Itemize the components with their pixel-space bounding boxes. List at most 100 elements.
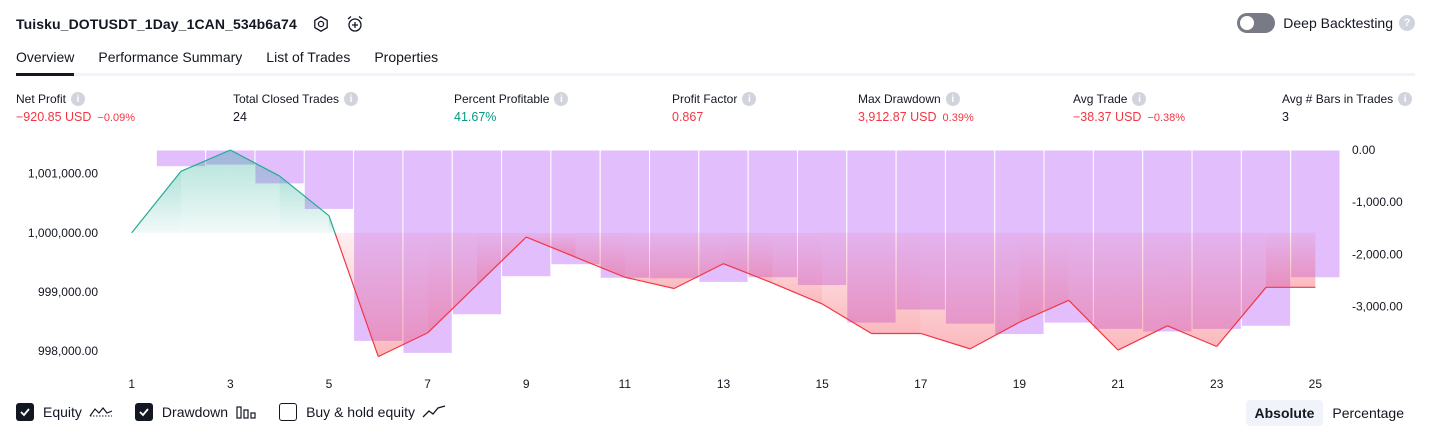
equity-area-up (279, 176, 329, 233)
x-axis-tick: 7 (424, 377, 431, 391)
metric-label: Avg Trade (1073, 92, 1128, 106)
gear-icon[interactable] (311, 14, 331, 34)
deep-backtesting-toggle[interactable] (1237, 13, 1276, 33)
right-axis: 0.00 -1,000.00 -2,000.00 -3,000.00 (1352, 143, 1403, 313)
equity-area-down (427, 232, 477, 333)
tab-overview[interactable]: Overview (16, 46, 75, 76)
legend-drawdown[interactable]: Drawdown (134, 403, 257, 421)
metric-label: Total Closed Trades (233, 92, 340, 106)
x-axis-tick: 23 (1210, 377, 1224, 391)
metric-label: Max Drawdown (858, 92, 941, 106)
equity-area-down (920, 232, 971, 349)
x-axis: 1 3 5 7 9 11 13 15 17 19 21 23 25 (128, 377, 1322, 391)
legend-label: Buy & hold equity (306, 404, 416, 420)
tab-list-of-trades[interactable]: List of Trades (266, 49, 351, 65)
info-icon[interactable]: i (71, 92, 86, 106)
equity-area-down (1019, 232, 1069, 323)
checkbox-equity[interactable] (16, 403, 34, 421)
metric-value: 41.67% (454, 110, 497, 124)
x-axis-tick: 1 (128, 377, 135, 391)
x-axis-tick: 17 (914, 377, 928, 391)
equity-line-segment (673, 263, 724, 290)
checkbox-drawdown[interactable] (134, 403, 153, 421)
tab-bar: Overview Performance Summary List of Tra… (16, 46, 1415, 76)
equity-area-down (970, 232, 1020, 349)
metrics-row: Net Profit i −920.85 USD −0.09% Total Clos… (16, 92, 1415, 132)
metric-net-profit: Net Profit i −920.85 USD −0.09% (16, 92, 135, 124)
equity-area-up (180, 150, 231, 233)
metric-percent: −0.09% (97, 112, 136, 124)
equity-line-segment (624, 276, 675, 290)
metric-max-drawdown: Max Drawdown i 3,912.87 USD 0.39% (858, 92, 974, 124)
metric-percent: −0.38% (1147, 112, 1186, 124)
metric-label: Profit Factor (672, 92, 738, 106)
left-axis-tick: 999,000.00 (38, 285, 98, 299)
metric-profit-factor: Profit Factor i 0.867 (672, 92, 757, 124)
equity-line-segment (180, 149, 231, 172)
equity-line-segment (920, 332, 971, 350)
equity-line-segment (1167, 325, 1217, 348)
right-axis-tick: 0.00 (1352, 143, 1376, 157)
equity-line-segment (131, 170, 182, 234)
metric-value: 24 (233, 110, 247, 124)
x-axis-tick: 3 (227, 377, 234, 391)
equity-area-down (378, 232, 428, 357)
deep-backtesting-label: Deep Backtesting (1283, 15, 1393, 31)
equity-area-down (1118, 232, 1168, 351)
equity-line-segment (378, 332, 428, 358)
legend-label: Equity (43, 404, 82, 420)
x-axis-tick: 21 (1111, 377, 1125, 391)
checkbox-buy-hold-equity[interactable] (279, 403, 298, 421)
right-axis-tick: -3,000.00 (1352, 299, 1403, 313)
left-axis-tick: 1,001,000.00 (28, 167, 98, 181)
info-icon[interactable]: i (344, 92, 359, 106)
equity-area-down (772, 232, 823, 304)
x-axis-tick: 11 (619, 377, 632, 391)
equity-line-segment (476, 236, 527, 286)
deep-backtesting: Deep Backtesting ? (1237, 13, 1415, 33)
equity-area-down (476, 232, 527, 285)
alarm-clock-plus-icon[interactable] (345, 14, 365, 34)
equity-line-segment (1117, 325, 1168, 351)
x-axis-tick: 19 (1013, 377, 1027, 391)
x-axis-tick: 15 (815, 377, 829, 391)
tab-properties[interactable]: Properties (374, 49, 439, 65)
legend-buy-hold-equity[interactable]: Buy & hold equity (279, 403, 446, 421)
strategy-name: Tuisku_DOTUSDT_1Day_1CAN_534b6a74 (16, 16, 297, 32)
equity-area-down (822, 232, 872, 334)
info-icon[interactable]: i (1132, 92, 1147, 106)
drawdown-bar (303, 149, 355, 210)
tab-performance-summary[interactable]: Performance Summary (98, 49, 243, 65)
equity-line-segment (1019, 299, 1069, 323)
buy-hold-line-icon (422, 404, 446, 420)
strategy-header: Tuisku_DOTUSDT_1Day_1CAN_534b6a74 (16, 12, 365, 36)
x-axis-tick: 25 (1309, 377, 1323, 391)
mode-percentage-button[interactable]: Percentage (1332, 405, 1404, 421)
equity-line-segment (575, 256, 626, 278)
chart-legend: Equity Drawdown Buy & hold equity (16, 403, 468, 421)
legend-equity[interactable]: Equity (16, 403, 113, 421)
x-axis-tick: 13 (717, 377, 731, 391)
info-icon[interactable]: i (945, 92, 960, 106)
legend-label: Drawdown (161, 404, 229, 420)
metric-percent-profitable: Percent Profitable i 41.67% (454, 92, 569, 124)
equity-chart[interactable]: 1,001,000.00 1,000,000.00 999,000.00 998,00… (0, 140, 1431, 400)
equity-line-segment (969, 321, 1020, 350)
equity-area-down (526, 232, 576, 258)
drawdown-bars-icon (235, 404, 257, 420)
mode-absolute-button[interactable]: Absolute (1245, 400, 1324, 426)
equity-area-down (723, 232, 773, 284)
metric-percent: 0.39% (942, 112, 974, 124)
equity-line-segment (525, 236, 576, 258)
info-icon[interactable]: i (554, 92, 569, 106)
info-icon[interactable]: i (742, 92, 757, 106)
right-axis-tick: -2,000.00 (1352, 247, 1403, 261)
metric-avg-trade: Avg Trade i −38.37 USD −0.38% (1073, 92, 1185, 124)
help-icon[interactable]: ? (1399, 15, 1415, 31)
equity-area-down (624, 232, 675, 289)
equity-area-down (1167, 232, 1217, 347)
info-icon[interactable]: i (1398, 92, 1413, 106)
equity-area-down (575, 232, 625, 278)
equity-line-segment (279, 175, 330, 217)
left-axis: 1,001,000.00 1,000,000.00 999,000.00 998,00… (28, 167, 98, 359)
